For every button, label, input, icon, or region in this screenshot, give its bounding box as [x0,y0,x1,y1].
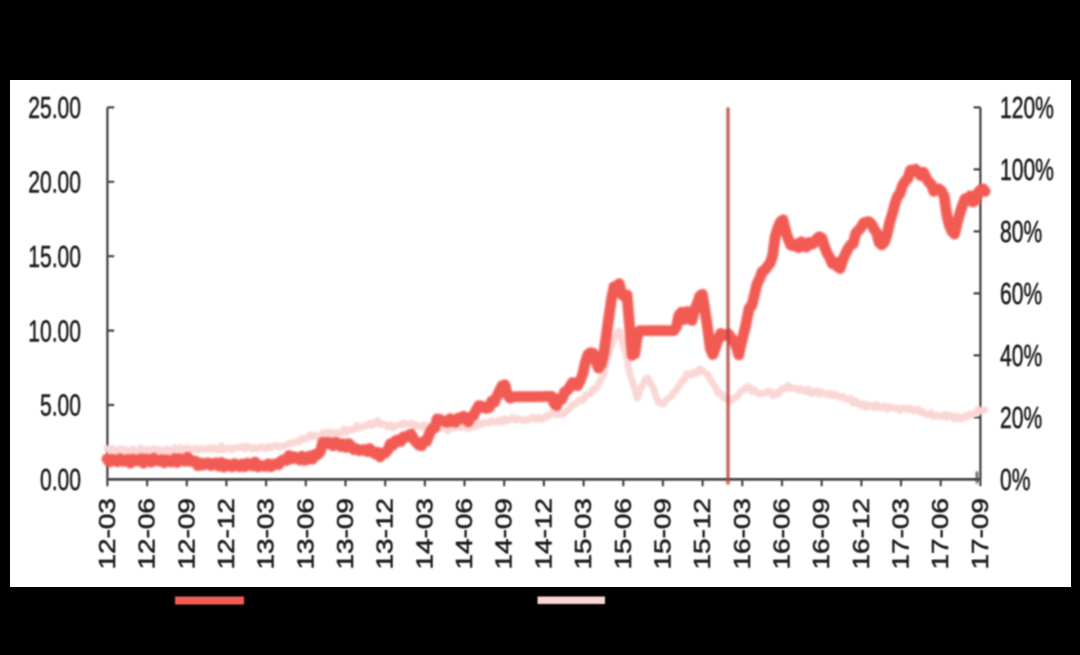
svg-text:60%: 60% [1000,276,1042,311]
svg-text:13-09: 13-09 [333,498,358,569]
svg-text:13-03: 13-03 [254,498,279,569]
svg-text:12-09: 12-09 [174,498,199,569]
svg-text:16-06: 16-06 [770,498,795,569]
svg-text:120%: 120% [1000,90,1054,125]
svg-text:15-03: 15-03 [571,498,596,569]
svg-text:14-12: 14-12 [531,498,556,569]
svg-text:17-03: 17-03 [889,498,914,569]
svg-text:12-03: 12-03 [95,498,120,569]
svg-text:16-12: 16-12 [849,498,874,569]
svg-text:16-03: 16-03 [730,498,755,569]
svg-text:5.00: 5.00 [40,388,81,423]
svg-text:15-06: 15-06 [611,498,636,569]
svg-text:0.00: 0.00 [40,462,81,497]
svg-text:0%: 0% [1000,462,1030,497]
svg-text:100%: 100% [1000,152,1054,187]
svg-text:10.00: 10.00 [28,313,81,348]
svg-text:14-03: 14-03 [412,498,437,569]
svg-text:40%: 40% [1000,338,1042,373]
svg-text:14-09: 14-09 [492,498,517,569]
svg-text:17-09: 17-09 [968,498,993,569]
svg-text:14-06: 14-06 [452,498,477,569]
svg-text:17-06: 17-06 [928,498,953,569]
svg-text:12-12: 12-12 [214,498,239,569]
svg-text:20.00: 20.00 [28,164,81,199]
svg-text:15-09: 15-09 [650,498,675,569]
svg-text:13-06: 13-06 [293,498,318,569]
svg-text:80%: 80% [1000,214,1042,249]
svg-text:15.00: 15.00 [28,239,81,274]
svg-text:20%: 20% [1000,400,1042,435]
svg-text:25.00: 25.00 [28,90,81,125]
svg-text:13-12: 13-12 [373,498,398,569]
svg-text:16-09: 16-09 [809,498,834,569]
svg-text:15-12: 15-12 [690,498,715,569]
svg-text:12-06: 12-06 [135,498,160,569]
